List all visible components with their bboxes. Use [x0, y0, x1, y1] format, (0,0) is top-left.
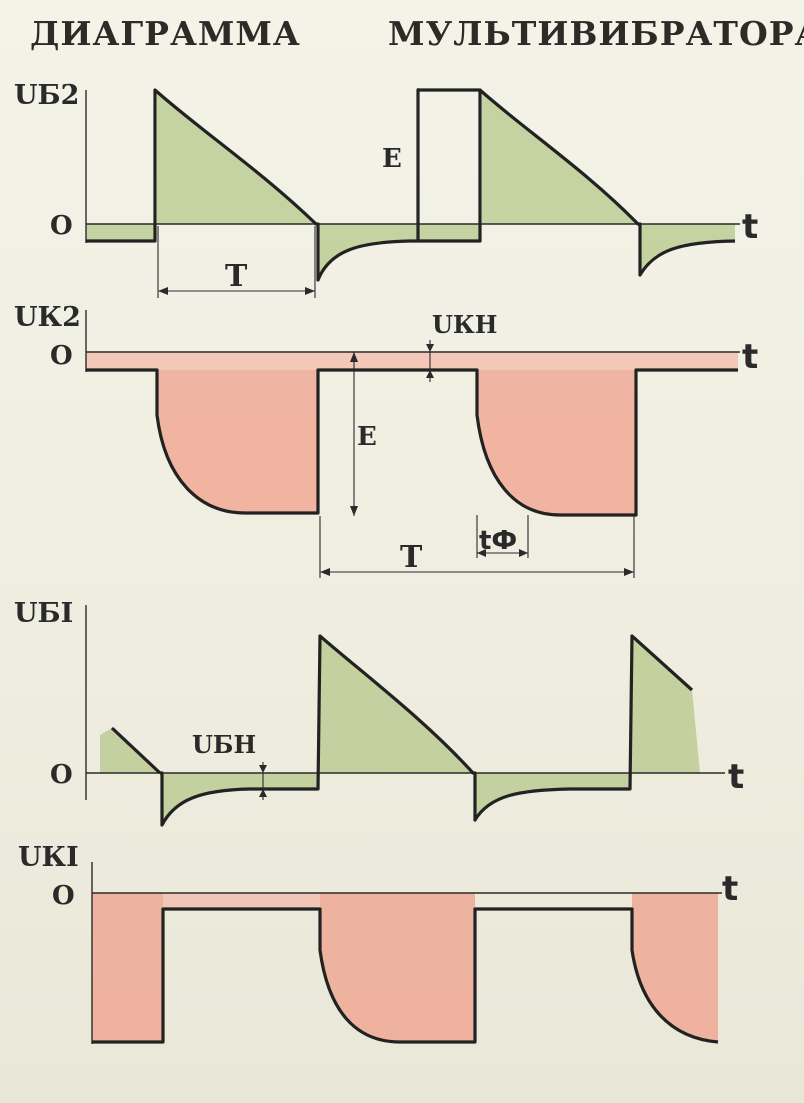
ub2-period-arrow-left: [158, 287, 168, 295]
ub1-waveform-start: [110, 726, 162, 775]
uk2-period-arrow-left: [320, 568, 330, 576]
diagram-title-left: ДИАГРАММА: [30, 14, 301, 53]
ub2-zero-label: O: [50, 211, 73, 241]
uk1-fill-pulse-3: [632, 893, 718, 1042]
uk2-e-arrow-bottom: [350, 506, 358, 516]
ubn-arrow-top: [259, 765, 267, 773]
uk2-ukn-label: UКН: [432, 310, 497, 339]
uk1-t-label: t: [722, 869, 738, 909]
ub2-period-label: T: [225, 259, 248, 294]
uk2-e-arrow-top: [350, 352, 358, 362]
panel-uk1: UКI O t: [18, 842, 738, 1044]
ub2-fill-recovery-2: [640, 224, 735, 275]
ub1-zero-label: O: [50, 760, 73, 790]
uk2-zero-label: O: [50, 341, 73, 371]
uk2-waveform: [86, 368, 738, 517]
ub2-fill-recovery-1: [318, 224, 480, 280]
uk1-zero-label: O: [52, 881, 75, 911]
ub2-t-label: t: [742, 207, 758, 247]
ub2-y-label: UБ2: [14, 80, 79, 111]
uk1-waveform: [92, 907, 719, 1044]
uk2-fill-saturation-band: [86, 352, 738, 370]
ub1-y-label: UБI: [14, 598, 73, 629]
uk1-fill-pulse-2: [320, 909, 475, 1042]
ub1-fill-pulse-1: [320, 636, 473, 773]
uk2-e-label: E: [357, 422, 377, 452]
uk2-t-label: t: [742, 337, 758, 377]
uk1-fill-pulse-0: [92, 893, 163, 1042]
ub1-waveform: [160, 634, 694, 827]
ukn-arrow-bottom: [426, 370, 434, 378]
uk1-y-label: UКI: [18, 842, 79, 873]
uk1-fill-pulse-1: [320, 893, 475, 909]
uk2-fill-pulse-2: [477, 370, 636, 515]
ub2-waveform: [86, 88, 736, 282]
ukn-arrow-top: [426, 344, 434, 352]
ub1-fill-recovery-2: [475, 773, 630, 820]
uk2-fill-pulse-1: [157, 370, 318, 513]
ub1-t-label: t: [728, 757, 744, 797]
panel-ub1: UБН UБI O t: [14, 598, 744, 827]
ub1-ubn-label: UБН: [192, 730, 256, 759]
panel-uk2: UКН E tФ T UК2 O t: [14, 302, 758, 578]
ub1-fill-pulse-0: [100, 728, 160, 773]
ub1-fill-recovery-1: [162, 773, 318, 825]
ubn-arrow-bottom: [259, 789, 267, 797]
uk2-period-label: T: [400, 540, 423, 575]
uk1-fill-band: [163, 893, 320, 909]
ub1-fill-pulse-2: [632, 636, 700, 773]
uk2-tf-arrow-right: [519, 549, 528, 557]
ub2-period-arrow-right: [305, 287, 315, 295]
panel-ub2: E T UБ2 O t: [14, 80, 758, 298]
uk2-tf-label: tФ: [479, 526, 517, 556]
ub2-e-label: E: [382, 144, 402, 174]
uk2-y-label: UК2: [14, 302, 81, 333]
ub2-fill-negative-1: [86, 224, 155, 241]
diagram-title-right: МУЛЬТИВИБРАТОРА: [388, 14, 804, 53]
uk2-tf-arrow-left: [477, 549, 486, 557]
uk2-period-arrow-right: [624, 568, 634, 576]
